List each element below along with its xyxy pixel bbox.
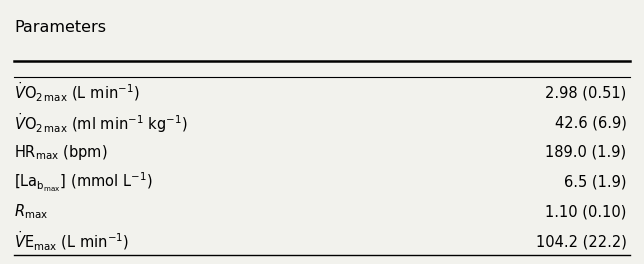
Text: $\dot{V}$O$_{2\,\mathrm{max}}$ (L min$^{-1}$): $\dot{V}$O$_{2\,\mathrm{max}}$ (L min$^{… bbox=[14, 81, 140, 105]
Text: 2.98 (0.51): 2.98 (0.51) bbox=[545, 85, 627, 100]
Text: 104.2 (22.2): 104.2 (22.2) bbox=[536, 234, 627, 249]
Text: [La$_{\mathrm{b_{max}}}$] (mmol L$^{-1}$): [La$_{\mathrm{b_{max}}}$] (mmol L$^{-1}$… bbox=[14, 171, 153, 194]
Text: Parameters: Parameters bbox=[14, 20, 106, 35]
Text: $\dot{V}$O$_{2\,\mathrm{max}}$ (ml min$^{-1}$ kg$^{-1}$): $\dot{V}$O$_{2\,\mathrm{max}}$ (ml min$^… bbox=[14, 111, 188, 135]
Text: 1.10 (0.10): 1.10 (0.10) bbox=[545, 204, 627, 219]
Text: 189.0 (1.9): 189.0 (1.9) bbox=[545, 145, 627, 160]
Text: HR$_{\mathrm{max}}$ (bpm): HR$_{\mathrm{max}}$ (bpm) bbox=[14, 143, 108, 162]
Text: $R_{\mathrm{max}}$: $R_{\mathrm{max}}$ bbox=[14, 202, 48, 221]
Text: 42.6 (6.9): 42.6 (6.9) bbox=[554, 115, 627, 130]
Text: $\dot{V}$E$_{\mathrm{max}}$ (L min$^{-1}$): $\dot{V}$E$_{\mathrm{max}}$ (L min$^{-1}… bbox=[14, 230, 129, 253]
Text: 6.5 (1.9): 6.5 (1.9) bbox=[564, 175, 627, 190]
